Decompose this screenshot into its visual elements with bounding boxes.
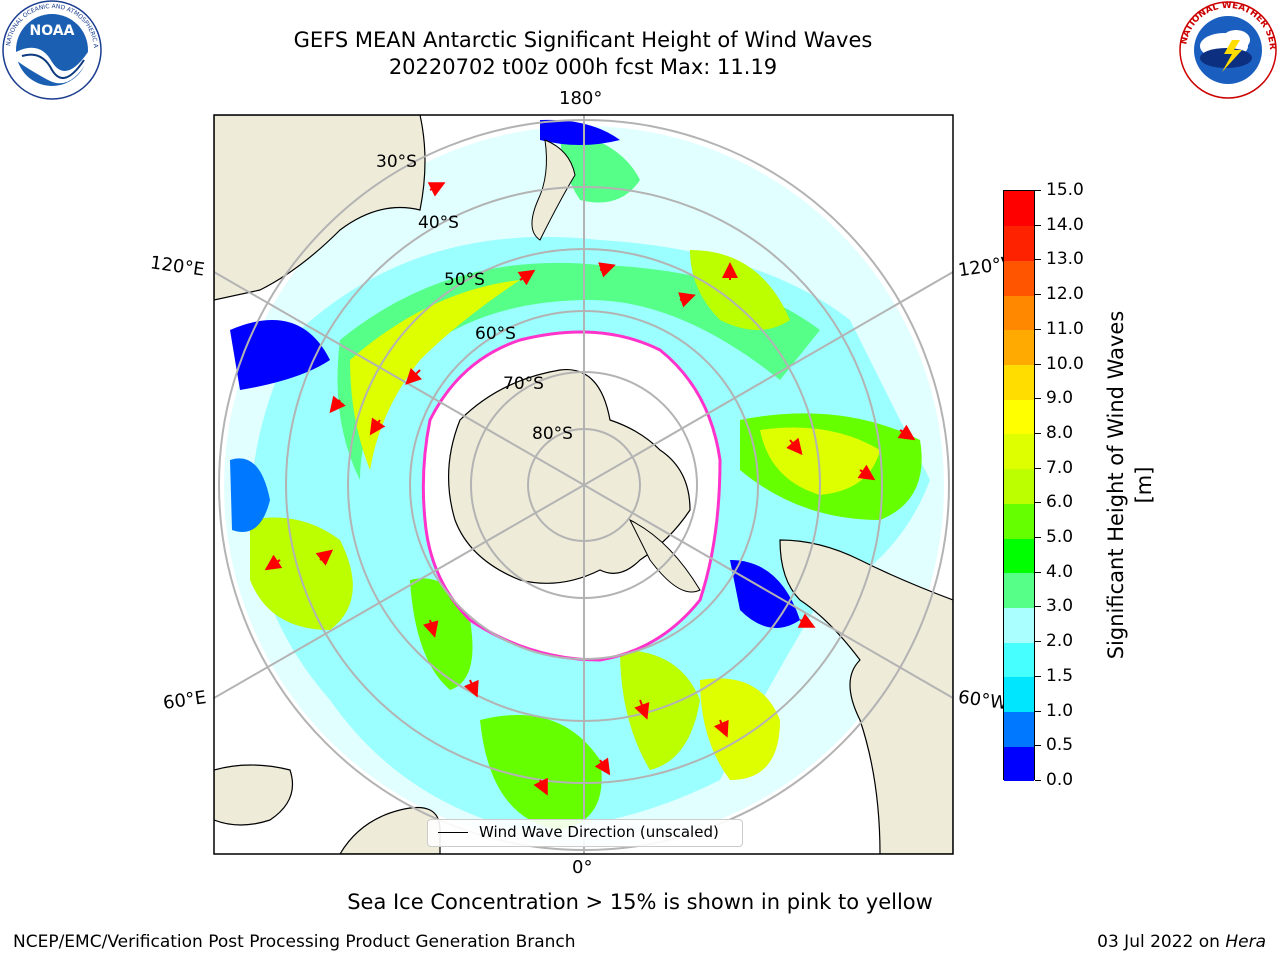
colorbar-segment <box>1004 468 1034 504</box>
colorbar-tick-label: 12.0 <box>1035 284 1084 304</box>
legend-label: Wind Wave Direction (unscaled) <box>479 823 719 841</box>
colorbar-tick-label: 2.0 <box>1034 631 1073 651</box>
colorbar-tick-label: 5.0 <box>1034 527 1073 547</box>
colorbar-segment <box>1004 295 1034 331</box>
colorbar-tick-label: 13.0 <box>1035 249 1084 269</box>
sea-ice-note: Sea Ice Concentration > 15% is shown in … <box>347 890 933 914</box>
legend: Wind Wave Direction (unscaled) <box>427 819 743 847</box>
colorbar-tick-label: 4.0 <box>1034 562 1073 582</box>
lat-label-50s: 50°S <box>444 270 485 290</box>
lon-label-180: 180° <box>559 88 603 109</box>
colorbar-tick-label: 3.0 <box>1034 596 1073 616</box>
lon-label-0: 0° <box>572 857 593 878</box>
map-frame <box>213 114 954 855</box>
nws-logo: NATIONAL WEATHER SERVICE <box>1176 0 1277 99</box>
new-zealand-land <box>531 139 576 241</box>
colorbar-tick-label: 1.0 <box>1034 701 1073 721</box>
legend-line-swatch <box>438 832 468 833</box>
colorbar-segment <box>1004 642 1034 678</box>
lat-label-30s: 30°S <box>376 152 417 172</box>
colorbar-segment <box>1004 538 1034 574</box>
colorbar <box>1003 190 1035 782</box>
colorbar-tick-label: 11.0 <box>1035 319 1084 339</box>
colorbar-segment <box>1004 503 1034 539</box>
lat-label-80s: 80°S <box>532 424 573 444</box>
date-stamp: 03 Jul 2022 on Hera <box>1097 932 1266 952</box>
madagascar-land <box>214 764 294 826</box>
graticule <box>214 115 953 854</box>
colorbar-tick-label: 14.0 <box>1035 215 1084 235</box>
colorbar-tick-label: 0.5 <box>1034 735 1073 755</box>
colorbar-segment <box>1004 607 1034 643</box>
colorbar-segment <box>1004 572 1034 608</box>
south-america-land <box>779 539 953 854</box>
colorbar-segment <box>1004 746 1034 782</box>
colorbar-segment <box>1004 225 1034 261</box>
colorbar-tick-label: 0.0 <box>1034 770 1073 790</box>
colorbar-tick-label: 6.0 <box>1034 492 1073 512</box>
svg-text:NOAA: NOAA <box>30 23 75 39</box>
colorbar-segment <box>1004 676 1034 713</box>
colorbar-segment <box>1004 433 1034 470</box>
colorbar-segment <box>1004 329 1034 366</box>
colorbar-tick-label: 9.0 <box>1034 388 1073 408</box>
colorbar-tick-label: 7.0 <box>1034 458 1073 478</box>
colorbar-tick-label: 8.0 <box>1034 423 1073 443</box>
chart-title: GEFS MEAN Antarctic Significant Height o… <box>293 28 873 52</box>
colorbar-label: Significant Height of Wind Waves [m] <box>1104 310 1156 660</box>
colorbar-segment <box>1004 260 1034 296</box>
lat-label-40s: 40°S <box>418 213 459 233</box>
wind-wave-arrows <box>264 182 916 796</box>
host-name: Hera <box>1225 932 1266 952</box>
colorbar-tick-label: 1.5 <box>1034 666 1073 686</box>
noaa-logo: NOAA NATIONAL OCEANIC AND ATMOSPHERIC AD… <box>0 0 102 100</box>
colorbar-tick-label: 15.0 <box>1035 180 1084 200</box>
colorbar-segment <box>1004 364 1034 400</box>
colorbar-tick-label: 10.0 <box>1035 354 1084 374</box>
colorbar-segment <box>1004 191 1034 227</box>
date-text: 03 Jul 2022 on <box>1097 932 1220 952</box>
credit-text: NCEP/EMC/Verification Post Processing Pr… <box>13 932 576 952</box>
chart-subtitle: 20220702 t00z 000h fcst Max: 11.19 <box>388 55 778 79</box>
colorbar-segment <box>1004 711 1034 747</box>
lat-label-60s: 60°S <box>475 324 516 344</box>
colorbar-segment <box>1004 399 1034 435</box>
lat-label-70s: 70°S <box>503 374 544 394</box>
